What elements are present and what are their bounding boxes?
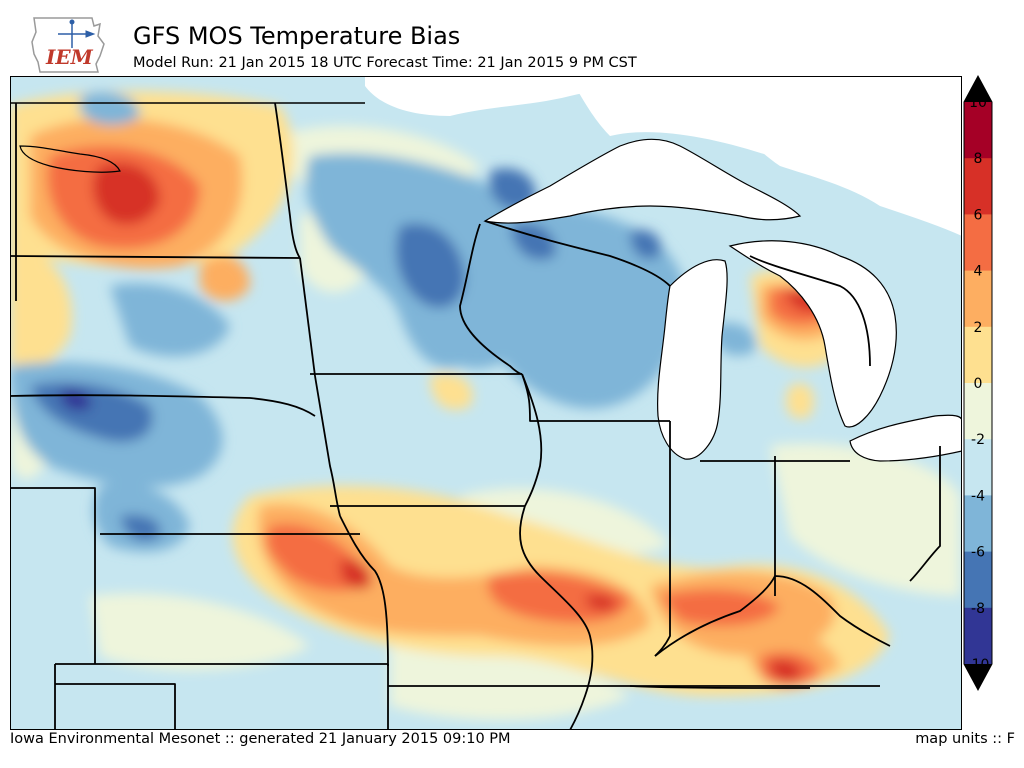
colorbar: 10 8 6 4 2 0 -2 -4 -6 -8 -10: [963, 74, 993, 692]
temperature-bias-map: [10, 76, 962, 730]
footer-units: map units :: F: [915, 731, 1015, 747]
logo-text: IEM: [45, 45, 94, 69]
state-borders: [10, 102, 941, 730]
colorbar-tick-label: 6: [974, 207, 983, 223]
colorbar-band: [964, 551, 992, 609]
colorbar-tick-label: 0: [974, 376, 983, 392]
colorbar-labels: 10 8 6 4 2 0 -2 -4 -6 -8 -10: [967, 95, 990, 673]
bias-contours: [10, 91, 960, 720]
colorbar-bands: [963, 74, 993, 692]
map-title: GFS MOS Temperature Bias: [133, 22, 461, 50]
map-frame: [10, 76, 962, 730]
weather-vane-icon: [58, 19, 96, 48]
colorbar-band: [964, 495, 992, 553]
colorbar-band: [964, 383, 992, 440]
colorbar-tick-label: -8: [971, 601, 985, 617]
map-subtitle: Model Run: 21 Jan 2015 18 UTC Forecast T…: [133, 55, 637, 71]
colorbar-band: [964, 270, 992, 328]
colorbar-band: [964, 439, 992, 496]
colorbar-under-arrow: [964, 664, 992, 690]
colorbar-tick-label: 8: [974, 151, 983, 167]
colorbar-band: [964, 607, 992, 665]
colorbar-outline: [963, 74, 993, 692]
water-bodies: [19, 76, 962, 462]
footer-credit: Iowa Environmental Mesonet :: generated …: [10, 731, 511, 747]
colorbar-tick-label: -10: [967, 657, 990, 673]
colorbar-band: [964, 326, 992, 384]
colorbar-over-arrow: [964, 76, 992, 102]
iem-logo: IEM: [31, 17, 105, 73]
colorbar-tick-label: 10: [969, 95, 987, 111]
colorbar-band: [964, 214, 992, 272]
colorbar-tick-label: 4: [974, 264, 983, 280]
colorbar-band: [964, 102, 992, 159]
colorbar-tick-label: -6: [971, 545, 985, 561]
colorbar-tick-label: 2: [974, 320, 983, 336]
colorbar-tick-label: -4: [971, 488, 985, 504]
colorbar-tick-label: -2: [971, 432, 985, 448]
colorbar-band: [964, 158, 992, 215]
